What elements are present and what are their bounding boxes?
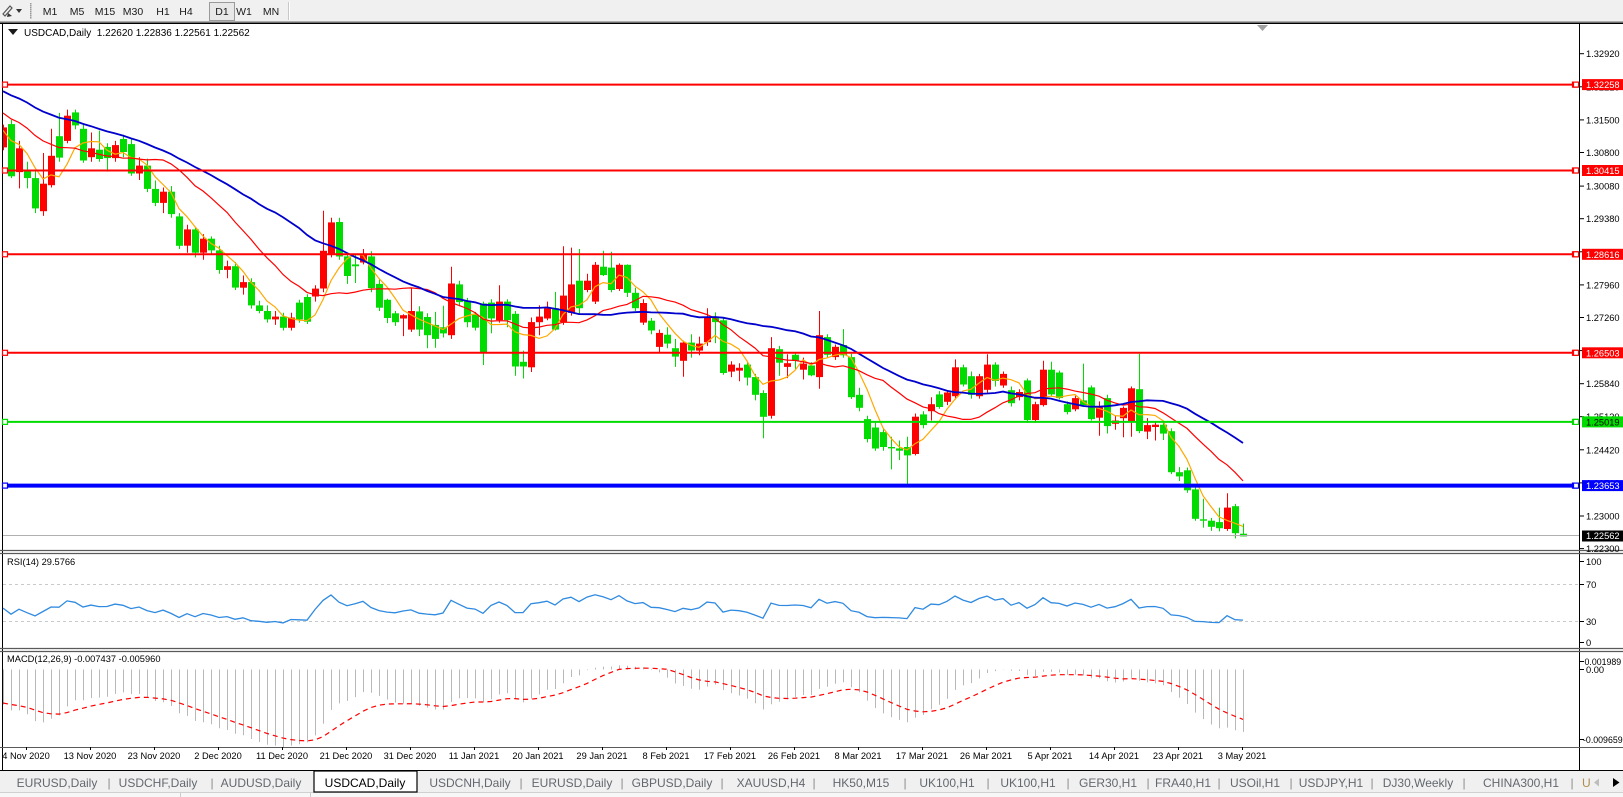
svg-text:|: |: [620, 776, 623, 790]
svg-text:100: 100: [1586, 557, 1602, 567]
svg-text:|: |: [1217, 776, 1220, 790]
svg-text:U: U: [1582, 776, 1591, 790]
svg-text:3 May 2021: 3 May 2021: [1218, 751, 1267, 761]
svg-text:20 Jan 2021: 20 Jan 2021: [512, 751, 563, 761]
svg-text:1.32258: 1.32258: [1586, 80, 1620, 90]
svg-text:23 Nov 2020: 23 Nov 2020: [128, 751, 181, 761]
svg-text:1.28616: 1.28616: [1586, 250, 1620, 260]
svg-text:31 Dec 2020: 31 Dec 2020: [384, 751, 437, 761]
svg-text:USDCNH,Daily: USDCNH,Daily: [429, 776, 510, 790]
svg-text:26 Mar 2021: 26 Mar 2021: [960, 751, 1012, 761]
svg-text:17 Feb 2021: 17 Feb 2021: [704, 751, 756, 761]
svg-text:4 Nov 2020: 4 Nov 2020: [2, 751, 50, 761]
svg-text:UK100,H1: UK100,H1: [919, 776, 975, 790]
svg-text:UK100,H1: UK100,H1: [1000, 776, 1056, 790]
svg-text:11 Jan 2021: 11 Jan 2021: [449, 751, 500, 761]
svg-text:1.23653: 1.23653: [1586, 481, 1620, 491]
svg-text:-0.009659: -0.009659: [1583, 735, 1623, 745]
svg-text:1.27960: 1.27960: [1586, 280, 1620, 290]
svg-text:H4: H4: [179, 6, 193, 18]
svg-text:1.22300: 1.22300: [1586, 544, 1620, 554]
svg-text:GBPUSD,Daily: GBPUSD,Daily: [632, 776, 713, 790]
svg-text:1.24420: 1.24420: [1586, 445, 1620, 455]
svg-text:D1: D1: [215, 6, 229, 18]
svg-text:21 Dec 2020: 21 Dec 2020: [320, 751, 373, 761]
svg-text:USDCAD,Daily 1.22620 1.22836: USDCAD,Daily 1.22620 1.22836 1.22561 1.2…: [24, 28, 250, 39]
svg-text:26 Feb 2021: 26 Feb 2021: [768, 751, 820, 761]
svg-text:|: |: [986, 776, 989, 790]
svg-text:1.26503: 1.26503: [1586, 348, 1620, 358]
svg-text:1.30800: 1.30800: [1586, 148, 1620, 158]
svg-text:1.23000: 1.23000: [1586, 512, 1620, 522]
svg-text:HK50,M15: HK50,M15: [833, 776, 890, 790]
svg-text:USDCAD,Daily: USDCAD,Daily: [325, 776, 406, 790]
svg-text:8 Feb 2021: 8 Feb 2021: [642, 751, 689, 761]
svg-text:FRA40,H1: FRA40,H1: [1155, 776, 1211, 790]
svg-text:M30: M30: [123, 6, 144, 18]
svg-text:|: |: [1570, 776, 1573, 790]
svg-text:CHINA300,H1: CHINA300,H1: [1483, 776, 1559, 790]
svg-text:30: 30: [1586, 617, 1596, 627]
svg-text:70: 70: [1586, 580, 1596, 590]
svg-text:1.25019: 1.25019: [1586, 417, 1620, 427]
svg-text:GER30,H1: GER30,H1: [1079, 776, 1137, 790]
svg-text:2 Dec 2020: 2 Dec 2020: [194, 751, 242, 761]
svg-text:MN: MN: [263, 6, 279, 18]
svg-text:1.22562: 1.22562: [1586, 531, 1620, 541]
svg-text:USDJPY,H1: USDJPY,H1: [1299, 776, 1364, 790]
svg-text:0.001989: 0.001989: [1585, 657, 1622, 667]
svg-text:M1: M1: [43, 6, 58, 18]
svg-text:|: |: [903, 776, 906, 790]
svg-text:17 Mar 2021: 17 Mar 2021: [896, 751, 948, 761]
svg-text:14 Apr 2021: 14 Apr 2021: [1089, 751, 1139, 761]
svg-text:EURUSD,Daily: EURUSD,Daily: [532, 776, 613, 790]
svg-text:|: |: [1146, 776, 1149, 790]
svg-text:1.29380: 1.29380: [1586, 214, 1620, 224]
svg-text:|: |: [519, 776, 522, 790]
svg-text:1.32920: 1.32920: [1586, 49, 1620, 59]
svg-text:USOil,H1: USOil,H1: [1230, 776, 1280, 790]
svg-text:|: |: [1370, 776, 1373, 790]
svg-text:1.31500: 1.31500: [1586, 115, 1620, 125]
svg-text:|: |: [1289, 776, 1292, 790]
svg-text:|: |: [720, 776, 723, 790]
svg-text:|: |: [210, 776, 213, 790]
svg-text:M15: M15: [95, 6, 116, 18]
svg-text:0: 0: [1586, 638, 1591, 648]
svg-text:13 Nov 2020: 13 Nov 2020: [64, 751, 117, 761]
svg-text:AUDUSD,Daily: AUDUSD,Daily: [221, 776, 302, 790]
svg-text:|: |: [1462, 776, 1465, 790]
svg-text:M5: M5: [70, 6, 85, 18]
svg-text:DJ30,Weekly: DJ30,Weekly: [1383, 776, 1453, 790]
svg-text:1.30080: 1.30080: [1586, 182, 1620, 192]
svg-text:1.27260: 1.27260: [1586, 313, 1620, 323]
svg-text:XAUUSD,H4: XAUUSD,H4: [737, 776, 806, 790]
svg-text:5 Apr 2021: 5 Apr 2021: [1028, 751, 1073, 761]
svg-text:EURUSD,Daily: EURUSD,Daily: [17, 776, 98, 790]
svg-text:29 Jan 2021: 29 Jan 2021: [576, 751, 627, 761]
svg-text:1.30415: 1.30415: [1586, 166, 1620, 176]
svg-text:8 Mar 2021: 8 Mar 2021: [834, 751, 881, 761]
svg-text:|: |: [107, 776, 110, 790]
svg-text:H1: H1: [156, 6, 170, 18]
svg-text:|: |: [812, 776, 815, 790]
svg-text:0.00: 0.00: [1586, 665, 1604, 675]
svg-text:MACD(12,26,9) -0.007437 -0.005: MACD(12,26,9) -0.007437 -0.005960: [7, 654, 161, 664]
svg-text:1.25840: 1.25840: [1586, 379, 1620, 389]
svg-text:11 Dec 2020: 11 Dec 2020: [256, 751, 308, 761]
svg-text:W1: W1: [236, 6, 252, 18]
svg-text:|: |: [1066, 776, 1069, 790]
svg-text:RSI(14) 29.5766: RSI(14) 29.5766: [7, 557, 75, 567]
svg-text:USDCHF,Daily: USDCHF,Daily: [119, 776, 198, 790]
svg-text:23 Apr 2021: 23 Apr 2021: [1153, 751, 1203, 761]
